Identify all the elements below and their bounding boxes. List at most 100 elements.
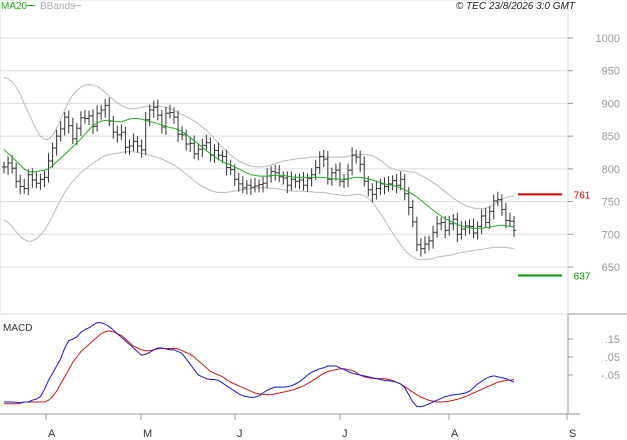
price-bar bbox=[252, 178, 257, 193]
price-bar bbox=[281, 171, 286, 185]
price-bar bbox=[491, 194, 496, 220]
price-bar bbox=[475, 221, 480, 240]
price-bar bbox=[394, 174, 399, 194]
price-bar bbox=[103, 98, 108, 118]
price-bar bbox=[240, 176, 245, 194]
price-bar bbox=[155, 99, 160, 121]
price-bar bbox=[257, 179, 261, 193]
price-bar bbox=[358, 150, 363, 173]
price-bar bbox=[499, 194, 504, 216]
price-bar bbox=[180, 126, 185, 141]
price-bar bbox=[91, 109, 96, 135]
price-grid: 650 700 750 800 850 900 950 1000 bbox=[0, 33, 620, 274]
price-bar bbox=[418, 238, 423, 257]
price-bar bbox=[151, 100, 156, 118]
price-bar bbox=[216, 142, 221, 161]
price-bar bbox=[30, 168, 35, 188]
price-bar bbox=[366, 176, 371, 197]
price-bar bbox=[95, 105, 100, 132]
price-tick-label: 700 bbox=[602, 229, 620, 241]
month-label: J bbox=[342, 428, 348, 440]
price-bar bbox=[386, 176, 391, 192]
price-bar bbox=[119, 124, 124, 141]
price-bar bbox=[87, 110, 91, 126]
price-bar bbox=[123, 126, 128, 154]
price-bar bbox=[463, 220, 468, 236]
price-bar bbox=[362, 156, 367, 187]
price-bar bbox=[422, 236, 427, 254]
price-bar bbox=[192, 135, 197, 160]
price-bar bbox=[220, 149, 225, 163]
support-label: 637 bbox=[574, 272, 591, 283]
price-bar bbox=[236, 172, 241, 192]
price-bar bbox=[479, 209, 484, 235]
month-label: A bbox=[48, 428, 56, 440]
price-bar bbox=[176, 110, 181, 143]
price-bar bbox=[46, 153, 51, 183]
price-bar bbox=[431, 225, 436, 249]
price-bar bbox=[402, 174, 407, 201]
price-bar bbox=[2, 161, 6, 174]
price-bar bbox=[244, 179, 249, 195]
signal-line bbox=[4, 330, 515, 405]
price-tick-label: 750 bbox=[602, 197, 620, 209]
price-bar bbox=[354, 149, 359, 164]
month-label: A bbox=[451, 428, 459, 440]
legend-bbands: BBands bbox=[40, 1, 75, 12]
price-bar bbox=[414, 216, 419, 252]
ma20-layer bbox=[3, 118, 515, 229]
price-bar bbox=[14, 162, 19, 188]
price-bar bbox=[127, 139, 132, 156]
price-bar bbox=[329, 167, 334, 186]
price-bar bbox=[293, 174, 298, 188]
price-tick-label: 850 bbox=[602, 131, 620, 143]
price-bar bbox=[503, 202, 508, 229]
copyright-text: © TEC 23/8/2026 3:0 GMT bbox=[456, 1, 576, 12]
price-bar bbox=[196, 143, 201, 161]
price-tick-label: 650 bbox=[602, 262, 620, 274]
price-bar bbox=[483, 208, 488, 228]
price-bar bbox=[38, 174, 43, 190]
price-tick-label: 1000 bbox=[596, 33, 620, 45]
price-bar bbox=[285, 171, 290, 194]
price-bar bbox=[495, 191, 500, 207]
price-bar bbox=[167, 104, 172, 119]
price-bar bbox=[350, 147, 355, 176]
price-bar bbox=[99, 104, 104, 120]
price-bar bbox=[261, 176, 266, 193]
price-bar bbox=[139, 139, 144, 158]
price-bar bbox=[337, 162, 342, 187]
price-bar bbox=[82, 109, 87, 124]
price-bar bbox=[427, 235, 431, 251]
price-bar bbox=[54, 129, 59, 156]
price-bar bbox=[188, 136, 193, 152]
price-bar bbox=[378, 178, 383, 196]
price-bar bbox=[447, 215, 452, 236]
price-bar bbox=[26, 169, 31, 196]
macd-tick-label: .05 bbox=[605, 352, 620, 364]
price-bar bbox=[390, 175, 395, 191]
price-panel-frame bbox=[0, 0, 569, 315]
price-bar bbox=[115, 125, 120, 143]
price-bar bbox=[18, 174, 23, 195]
macd-grid: .15 .05 -.05 bbox=[568, 334, 620, 382]
price-bar bbox=[228, 159, 233, 175]
price-bar bbox=[74, 123, 79, 146]
price-bars bbox=[2, 97, 516, 257]
price-bar bbox=[131, 133, 136, 152]
price-tick-label: 800 bbox=[602, 164, 620, 176]
price-bar bbox=[232, 164, 237, 186]
price-bar bbox=[333, 163, 338, 181]
price-bar bbox=[325, 151, 330, 185]
macd-line bbox=[4, 322, 515, 408]
price-bar bbox=[273, 164, 278, 181]
price-bar bbox=[301, 172, 306, 191]
price-tick-label: 950 bbox=[602, 66, 620, 78]
macd-panel-title: MACD bbox=[3, 323, 32, 334]
month-label: S bbox=[569, 428, 576, 440]
legend-ma20: MA20 bbox=[1, 1, 28, 12]
price-bar bbox=[224, 149, 229, 176]
